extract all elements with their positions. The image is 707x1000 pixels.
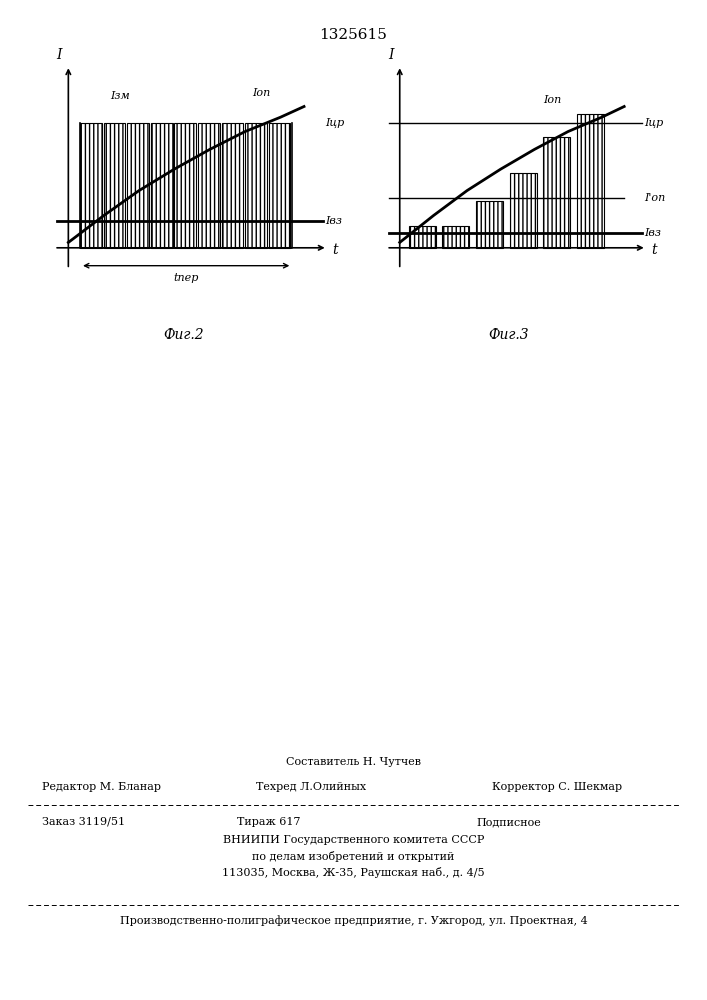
- Bar: [127, 123, 149, 248]
- Text: Фиг.2: Фиг.2: [163, 328, 204, 342]
- Text: Iоп: Iоп: [252, 88, 271, 98]
- Text: Iцр: Iцр: [325, 118, 344, 128]
- Text: I'оп: I'оп: [644, 193, 665, 203]
- Bar: [269, 123, 291, 248]
- Bar: [476, 201, 503, 248]
- Bar: [544, 137, 571, 248]
- Bar: [245, 123, 267, 248]
- Text: Iвз: Iвз: [325, 216, 342, 226]
- Text: Производственно-полиграфическое предприятие, г. Ужгород, ул. Проектная, 4: Производственно-полиграфическое предприя…: [119, 915, 588, 926]
- Bar: [409, 226, 436, 248]
- Text: Тираж 617: Тираж 617: [237, 817, 300, 827]
- Text: ВНИИПИ Государственного комитета СССР: ВНИИПИ Государственного комитета СССР: [223, 835, 484, 845]
- Bar: [577, 114, 604, 248]
- Bar: [198, 123, 220, 248]
- Text: Редактор М. Бланар: Редактор М. Бланар: [42, 782, 161, 792]
- Text: Подписное: Подписное: [477, 817, 542, 827]
- Text: 1325615: 1325615: [320, 28, 387, 42]
- Bar: [151, 123, 173, 248]
- Text: tпер: tпер: [173, 273, 199, 283]
- Text: Фиг.3: Фиг.3: [489, 328, 530, 342]
- Text: Iвз: Iвз: [644, 228, 661, 238]
- Bar: [175, 123, 196, 248]
- Text: Iзм: Iзм: [110, 91, 130, 101]
- Text: Составитель Н. Чутчев: Составитель Н. Чутчев: [286, 757, 421, 767]
- Text: Iоп: Iоп: [543, 95, 561, 105]
- Bar: [80, 123, 102, 248]
- Bar: [443, 226, 469, 248]
- Text: t: t: [332, 243, 338, 257]
- Bar: [221, 123, 243, 248]
- Text: I: I: [388, 48, 394, 62]
- Text: Техред Л.Олийных: Техред Л.Олийных: [256, 782, 366, 792]
- Text: Iцр: Iцр: [644, 118, 664, 128]
- Text: Корректор С. Шекмар: Корректор С. Шекмар: [492, 782, 622, 792]
- Text: I: I: [56, 48, 62, 62]
- Text: 113035, Москва, Ж-35, Раушская наб., д. 4/5: 113035, Москва, Ж-35, Раушская наб., д. …: [222, 867, 485, 878]
- Text: Заказ 3119/51: Заказ 3119/51: [42, 817, 126, 827]
- Bar: [510, 173, 537, 248]
- Text: t: t: [651, 243, 657, 257]
- Bar: [104, 123, 125, 248]
- Text: по делам изобретений и открытий: по делам изобретений и открытий: [252, 851, 455, 862]
